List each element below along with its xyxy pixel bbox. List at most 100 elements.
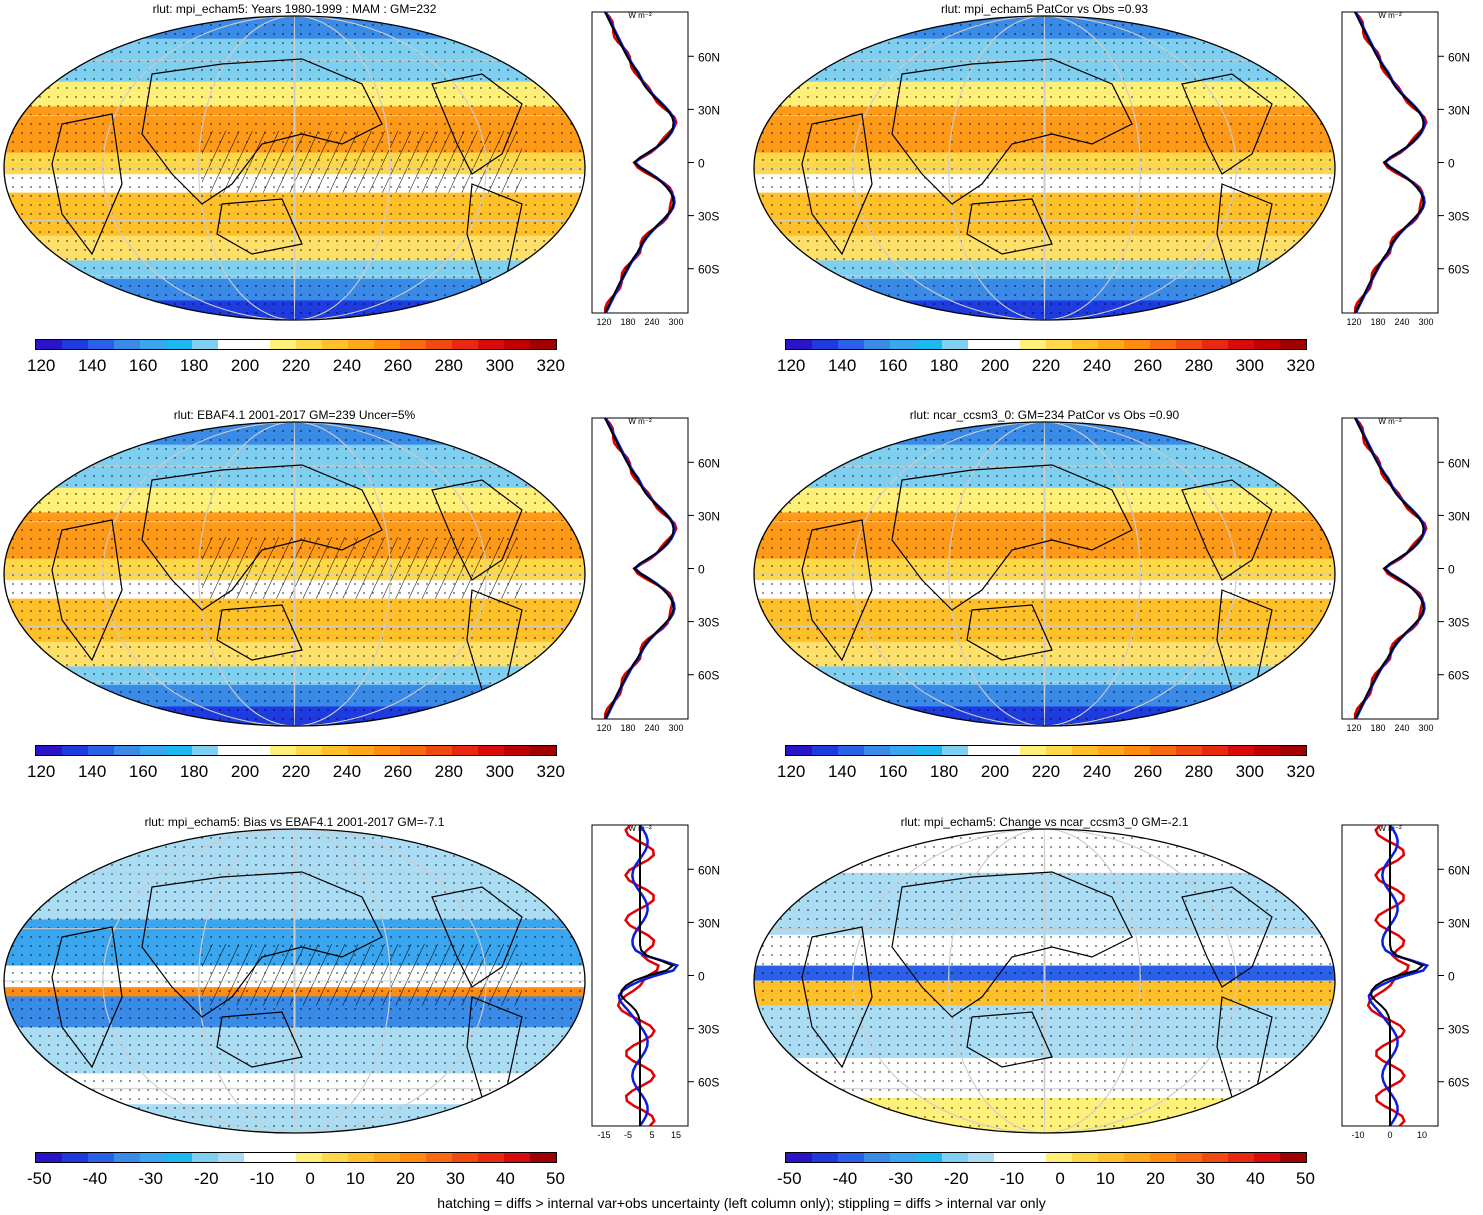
colorbar-labels-1: 120 140 160 180 200 220 240 260 280 300 320 bbox=[27, 356, 565, 376]
colorbar-swatch bbox=[244, 746, 270, 755]
profile-x-tick-label: 300 bbox=[668, 317, 683, 327]
profile-lat-label: 0 bbox=[1448, 970, 1455, 984]
colorbar-swatch bbox=[452, 340, 478, 349]
colorbar-swatch bbox=[36, 340, 62, 349]
profile-x-tick-label: 180 bbox=[1370, 317, 1385, 327]
profile-lat-label: 60N bbox=[1448, 456, 1470, 470]
colorbar-swatch bbox=[400, 746, 426, 755]
colorbar-tick-label: 180 bbox=[929, 356, 959, 375]
colorbar-swatch bbox=[114, 746, 140, 755]
profile-lat-label: 30N bbox=[698, 916, 720, 930]
colorbar-swatch bbox=[786, 746, 812, 755]
colorbar-swatch bbox=[1150, 746, 1176, 755]
colorbar-swatch bbox=[88, 1153, 114, 1162]
colorbar-tick-label: 240 bbox=[332, 762, 362, 781]
colorbar-swatch bbox=[400, 340, 426, 349]
colorbar-tick-label: 140 bbox=[827, 356, 857, 375]
panel-title-5: rlut: mpi_echam5: Bias vs EBAF4.1 2001-2… bbox=[144, 815, 445, 829]
profile-lat-label: 30S bbox=[1448, 210, 1469, 224]
colorbar-5 bbox=[35, 1152, 557, 1163]
colorbar-swatch bbox=[322, 340, 348, 349]
profile-x-tick-label: -15 bbox=[597, 1130, 610, 1140]
colorbar-swatch bbox=[916, 1153, 942, 1162]
colorbar-tick-label: -50 bbox=[777, 1169, 802, 1188]
colorbar-swatch bbox=[1228, 340, 1254, 349]
colorbar-tick-label: -40 bbox=[832, 1169, 858, 1188]
profile-curve bbox=[1367, 824, 1430, 1127]
colorbar-swatch bbox=[1124, 340, 1150, 349]
profile-lat-label: 60N bbox=[1448, 50, 1470, 64]
colorbar-tick-label: -10 bbox=[999, 1169, 1025, 1188]
map-3 bbox=[3, 421, 586, 727]
profile-x-tick-label: 240 bbox=[644, 723, 659, 733]
colorbar-tick-label: 300 bbox=[1235, 356, 1264, 375]
profile-x-tick-label: 300 bbox=[1418, 317, 1433, 327]
colorbar-swatch bbox=[192, 1153, 218, 1162]
profile-lat-label: 60S bbox=[1448, 263, 1469, 277]
colorbar-swatch bbox=[1228, 746, 1254, 755]
colorbar-swatch bbox=[942, 340, 968, 349]
colorbar-swatch bbox=[192, 746, 218, 755]
colorbar-swatch bbox=[1150, 1153, 1176, 1162]
colorbar-swatch bbox=[994, 746, 1020, 755]
colorbar-tick-label: 260 bbox=[383, 356, 413, 375]
colorbar-tick-label: 280 bbox=[1184, 762, 1213, 781]
map-1 bbox=[3, 15, 586, 321]
profile-lat-label: 60S bbox=[698, 263, 719, 277]
colorbar-swatch bbox=[504, 340, 530, 349]
profile-lat-label: 60N bbox=[698, 50, 720, 64]
profile-x-tick-label: 10 bbox=[1417, 1130, 1427, 1140]
colorbar-tick-label: 200 bbox=[980, 356, 1010, 375]
colorbar-swatch bbox=[218, 746, 244, 755]
colorbar-swatch bbox=[994, 1153, 1020, 1162]
profile-curve bbox=[1354, 417, 1425, 720]
colorbar-swatch bbox=[1254, 746, 1280, 755]
colorbar-swatch bbox=[968, 340, 994, 349]
colorbar-swatch bbox=[1280, 340, 1306, 349]
colorbar-swatch bbox=[994, 340, 1020, 349]
colorbar-swatch bbox=[270, 1153, 296, 1162]
map-2 bbox=[753, 15, 1336, 321]
colorbar-swatch bbox=[114, 340, 140, 349]
profile-curve bbox=[603, 417, 678, 720]
profile-x-tick-label: 240 bbox=[644, 317, 659, 327]
colorbar-swatch bbox=[166, 746, 192, 755]
colorbar-swatch bbox=[452, 746, 478, 755]
colorbar-tick-label: 260 bbox=[383, 762, 413, 781]
colorbar-1 bbox=[35, 339, 557, 350]
colorbar-tick-label: 160 bbox=[128, 762, 158, 781]
colorbar-swatch bbox=[452, 1153, 478, 1162]
colorbar-tick-label: 260 bbox=[1133, 762, 1163, 781]
colorbar-swatch bbox=[140, 1153, 166, 1162]
profile-x-tick-label: 120 bbox=[596, 723, 611, 733]
profile-lat-label: 30S bbox=[698, 616, 719, 630]
panel-title-3: rlut: EBAF4.1 2001-2017 GM=239 Uncer=5% bbox=[173, 408, 416, 422]
colorbar-swatch bbox=[88, 340, 114, 349]
colorbar-swatch bbox=[36, 1153, 62, 1162]
profile-lat-label: 60S bbox=[1448, 669, 1469, 683]
profile-x-tick-label: 240 bbox=[1394, 317, 1409, 327]
colorbar-labels-3: 120 140 160 180 200 220 240 260 280 300 320 bbox=[27, 762, 565, 782]
colorbar-tick-label: -10 bbox=[249, 1169, 275, 1188]
colorbar-swatch bbox=[890, 1153, 916, 1162]
colorbar-swatch bbox=[218, 1153, 244, 1162]
colorbar-swatch bbox=[1254, 340, 1280, 349]
colorbar-tick-label: 40 bbox=[495, 1169, 515, 1188]
profile-x-tick-label: 120 bbox=[1346, 317, 1361, 327]
colorbar-swatch bbox=[1020, 1153, 1046, 1162]
colorbar-swatch bbox=[270, 746, 296, 755]
colorbar-tick-label: 220 bbox=[281, 356, 311, 375]
zonal-profile-2: W m⁻² 60N 30N 0 30S 60S 120 180 240 300 bbox=[1341, 11, 1470, 327]
colorbar-swatch bbox=[1124, 1153, 1150, 1162]
colorbar-swatch bbox=[890, 340, 916, 349]
profile-x-tick-label: 180 bbox=[1370, 723, 1385, 733]
profile-lat-label: 30S bbox=[698, 1023, 719, 1037]
colorbar-swatch bbox=[374, 746, 400, 755]
colorbar-swatch bbox=[1098, 340, 1124, 349]
colorbar-swatch bbox=[942, 746, 968, 755]
colorbar-swatch bbox=[838, 340, 864, 349]
colorbar-swatch bbox=[1150, 340, 1176, 349]
profile-curve bbox=[620, 825, 675, 1126]
colorbar-labels-4: 120 140 160 180 200 220 240 260 280 300 320 bbox=[777, 762, 1315, 782]
